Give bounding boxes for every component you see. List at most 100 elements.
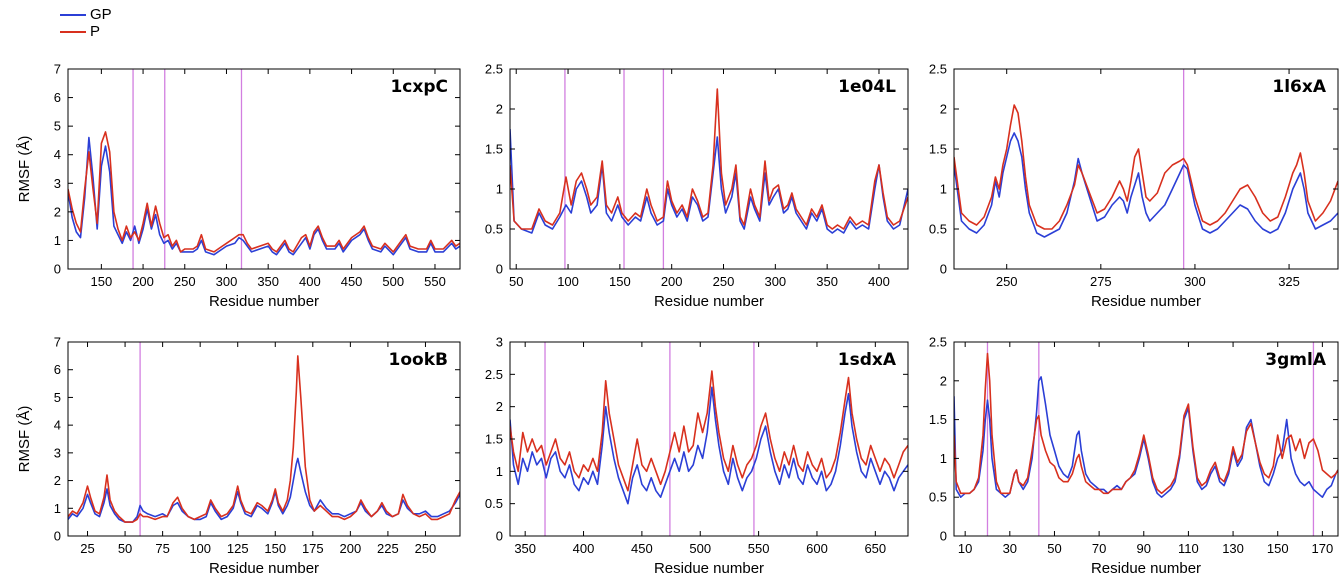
x-axis-label: Residue number xyxy=(1091,293,1201,310)
series-line-p xyxy=(68,131,460,253)
y-tick-label: 2 xyxy=(940,373,947,388)
x-tick-label: 400 xyxy=(299,274,321,289)
x-tick-label: 170 xyxy=(1312,541,1334,556)
x-tick-label: 90 xyxy=(1137,541,1151,556)
series-line-gp xyxy=(954,376,1338,498)
x-axis-label: Residue number xyxy=(209,560,319,577)
series-line-gp xyxy=(68,136,460,256)
x-tick-label: 550 xyxy=(748,541,770,556)
y-tick-label: 5 xyxy=(54,390,61,405)
y-tick-label: 3 xyxy=(54,176,61,191)
series-line-p xyxy=(954,104,1338,230)
x-tick-label: 300 xyxy=(1184,274,1206,289)
x-tick-label: 110 xyxy=(1178,541,1199,556)
plot-frame xyxy=(953,68,1339,270)
series-line-gp xyxy=(68,457,460,523)
y-tick-label: 1 xyxy=(496,464,503,479)
x-tick-label: 225 xyxy=(377,541,399,556)
panel-label: 1l6xA xyxy=(1272,77,1326,97)
y-tick-label: 0.5 xyxy=(929,490,947,505)
x-tick-label: 150 xyxy=(264,541,286,556)
x-tick-label: 250 xyxy=(713,274,735,289)
x-tick-label: 250 xyxy=(996,274,1018,289)
series-line-gp xyxy=(954,132,1338,238)
series-line-p xyxy=(954,352,1338,495)
legend-swatch-p xyxy=(60,30,86,33)
chart-panel-1sdxA: 350 400 450 500 550 600 650 0 0.5 1 1.5 2 2.5 3 Residu… xyxy=(485,335,909,577)
y-tick-label: 6 xyxy=(54,362,61,377)
y-tick-label: 1 xyxy=(496,182,503,197)
x-tick-label: 50 xyxy=(118,541,132,556)
plot-frame xyxy=(67,68,461,270)
x-axis-label: Residue number xyxy=(654,293,764,310)
x-tick-label: 25 xyxy=(80,541,94,556)
y-tick-label: 0 xyxy=(496,262,503,277)
y-tick-label: 1.5 xyxy=(485,142,503,157)
x-tick-label: 350 xyxy=(257,274,279,289)
y-tick-label: 2 xyxy=(54,473,61,488)
y-tick-label: 2.5 xyxy=(485,367,503,382)
chart-panel-1l6xA: 250 275 300 325 0 0.5 1 1.5 2 2.5 Residue number 1l… xyxy=(929,62,1339,310)
panel-label: 1e04L xyxy=(838,77,896,97)
y-tick-label: 0.5 xyxy=(485,222,503,237)
chart-panel-1ookB: 25 50 75 100 125 150 175 200 225 250 0 1 2 3 4 5 6 7 Resid… xyxy=(16,335,461,577)
y-tick-label: 0 xyxy=(496,529,503,544)
x-tick-label: 400 xyxy=(868,274,890,289)
x-tick-label: 150 xyxy=(609,274,631,289)
series-line-gp xyxy=(510,386,908,505)
y-tick-label: 1.5 xyxy=(929,142,947,157)
y-tick-label: 7 xyxy=(54,62,61,77)
y-tick-label: 2 xyxy=(496,399,503,414)
x-tick-label: 30 xyxy=(1003,541,1017,556)
x-tick-label: 250 xyxy=(415,541,437,556)
x-tick-label: 550 xyxy=(424,274,446,289)
y-tick-label: 1.5 xyxy=(485,432,503,447)
x-tick-label: 275 xyxy=(1090,274,1112,289)
x-tick-label: 325 xyxy=(1278,274,1300,289)
y-tick-label: 2 xyxy=(496,102,503,117)
x-tick-label: 500 xyxy=(689,541,711,556)
series-line-p xyxy=(68,355,460,523)
y-tick-label: 5 xyxy=(54,119,61,134)
series-line-gp xyxy=(510,128,908,234)
y-tick-label: 2 xyxy=(940,102,947,117)
y-tick-label: 1 xyxy=(940,182,947,197)
y-tick-label: 2.5 xyxy=(485,62,503,77)
x-tick-label: 150 xyxy=(1267,541,1289,556)
y-tick-label: 2 xyxy=(54,204,61,219)
plot-frame xyxy=(67,341,461,537)
plot-frame xyxy=(509,68,909,270)
x-tick-label: 650 xyxy=(864,541,886,556)
x-tick-label: 100 xyxy=(557,274,579,289)
x-tick-label: 200 xyxy=(132,274,154,289)
x-axis-label: Residue number xyxy=(209,293,319,310)
y-tick-label: 1.5 xyxy=(929,412,947,427)
y-tick-label: 0.5 xyxy=(485,496,503,511)
y-axis-label: RMSF (Å) xyxy=(16,406,33,473)
chart-panel-1cxpC: 150 200 250 300 350 400 450 500 550 0 1 2 3 4 5 6 7 Resid… xyxy=(16,62,461,310)
x-tick-label: 50 xyxy=(509,274,523,289)
y-tick-label: 2.5 xyxy=(929,335,947,350)
panel-label: 1sdxA xyxy=(838,350,897,370)
x-tick-label: 125 xyxy=(227,541,249,556)
y-axis-label: RMSF (Å) xyxy=(16,136,33,203)
x-tick-label: 10 xyxy=(958,541,972,556)
x-tick-label: 200 xyxy=(661,274,683,289)
x-tick-label: 300 xyxy=(764,274,786,289)
y-tick-label: 4 xyxy=(54,147,61,162)
y-tick-label: 0 xyxy=(54,262,61,277)
chart-panel-1e04L: 50 100 150 200 250 300 350 400 0 0.5 1 1.5 2 2.5 Resid… xyxy=(485,62,909,310)
x-axis-label: Residue number xyxy=(654,560,764,577)
x-tick-label: 75 xyxy=(155,541,169,556)
y-tick-label: 1 xyxy=(54,501,61,516)
panel-label: 1ookB xyxy=(389,350,448,370)
legend-label-p: P xyxy=(90,23,101,40)
x-tick-label: 130 xyxy=(1222,541,1244,556)
y-tick-label: 3 xyxy=(496,335,503,350)
panel-label: 1cxpC xyxy=(390,77,448,97)
y-tick-label: 0 xyxy=(54,529,61,544)
y-tick-label: 3 xyxy=(54,445,61,460)
x-axis-label: Residue number xyxy=(1091,560,1201,577)
x-tick-label: 450 xyxy=(341,274,363,289)
legend: GP P xyxy=(60,6,112,40)
